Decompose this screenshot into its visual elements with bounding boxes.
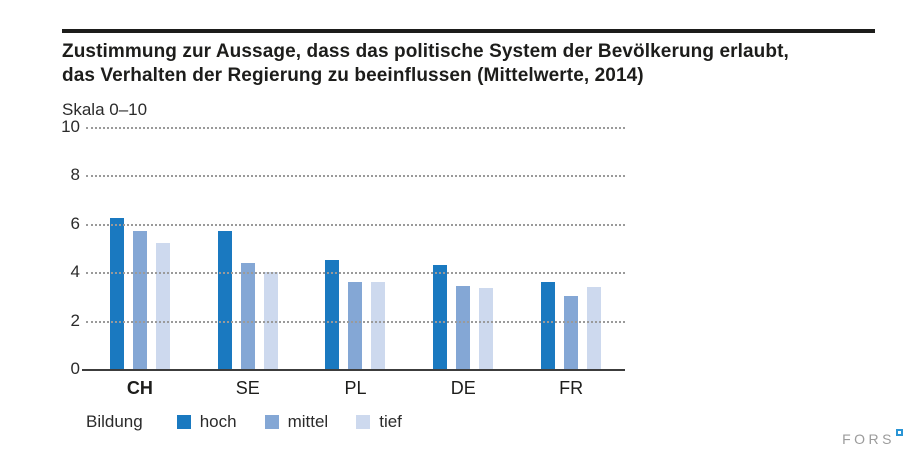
legend-swatch-tief [356, 415, 371, 429]
bar-se-hoch [217, 231, 232, 369]
legend-label-tief: tief [379, 412, 402, 431]
bar-ch-tief [155, 243, 170, 369]
fors-logo-square-icon [896, 429, 903, 436]
y-tick-label-10: 10 [61, 117, 80, 136]
legend-label-mittel: mittel [287, 412, 329, 431]
legend-swatch-mittel [264, 415, 279, 429]
gridline-8 [86, 175, 625, 178]
legend-item-mittel: mittel [264, 412, 329, 432]
bar-group-ch [86, 127, 194, 369]
legend-swatch-hoch [176, 415, 191, 429]
gridline-10 [86, 127, 625, 129]
bar-ch-hoch [109, 217, 124, 369]
bar-de-hoch [433, 264, 448, 369]
bar-group-fr [517, 127, 625, 369]
x-tick-label-fr: FR [559, 378, 584, 398]
scale-label: Skala 0–10 [62, 100, 148, 119]
bar-ch-mittel [132, 231, 147, 369]
gridline-2 [86, 320, 625, 323]
bar-group-se [194, 127, 302, 369]
bar-pl-mittel [348, 281, 363, 369]
bar-chart: 10 8 6 4 2 0 [61, 117, 625, 378]
fors-logo: FORS [842, 429, 903, 447]
gridline-4 [86, 272, 625, 275]
bar-group-de [409, 127, 517, 369]
x-tick-label-pl: PL [344, 378, 367, 398]
x-tick-label-de: DE [450, 378, 476, 398]
bar-de-mittel [456, 285, 471, 369]
bar-se-mittel [240, 262, 255, 369]
y-tick-label-6: 6 [70, 213, 80, 233]
x-tick-label-ch: CH [126, 378, 153, 398]
legend-item-tief: tief [356, 412, 402, 432]
x-axis-line [82, 369, 625, 371]
legend: Bildung hoch mittel tief [86, 412, 430, 432]
bar-fr-mittel [564, 296, 579, 369]
bar-fr-hoch [541, 281, 556, 369]
chart-title-line2: das Verhalten der Regierung zu beeinflus… [62, 65, 644, 86]
y-tick-label-4: 4 [70, 262, 80, 282]
legend-label-hoch: hoch [199, 412, 237, 431]
top-rule [62, 29, 875, 33]
bar-fr-tief [587, 286, 602, 369]
bar-de-tief [479, 287, 494, 369]
bar-groups [86, 127, 625, 369]
bar-pl-tief [371, 281, 386, 369]
x-tick-label-se: SE [235, 378, 260, 398]
y-tick-label-8: 8 [70, 165, 80, 185]
legend-title: Bildung [86, 412, 143, 431]
fors-logo-text: FORS [842, 431, 895, 447]
gridline-6 [86, 223, 625, 226]
bar-pl-hoch [325, 260, 340, 369]
y-axis-labels: 10 8 6 4 2 0 [61, 117, 80, 378]
x-axis-labels: CH SE PL DE FR [86, 378, 625, 399]
chart-title: Zustimmung zur Aussage, dass das politis… [62, 40, 882, 88]
bar-group-pl [302, 127, 410, 369]
y-tick-label-0: 0 [70, 359, 80, 378]
legend-item-hoch: hoch [176, 412, 237, 432]
chart-title-line1: Zustimmung zur Aussage, dass das politis… [62, 41, 789, 62]
y-tick-label-2: 2 [70, 310, 80, 330]
plot-area [82, 127, 625, 371]
